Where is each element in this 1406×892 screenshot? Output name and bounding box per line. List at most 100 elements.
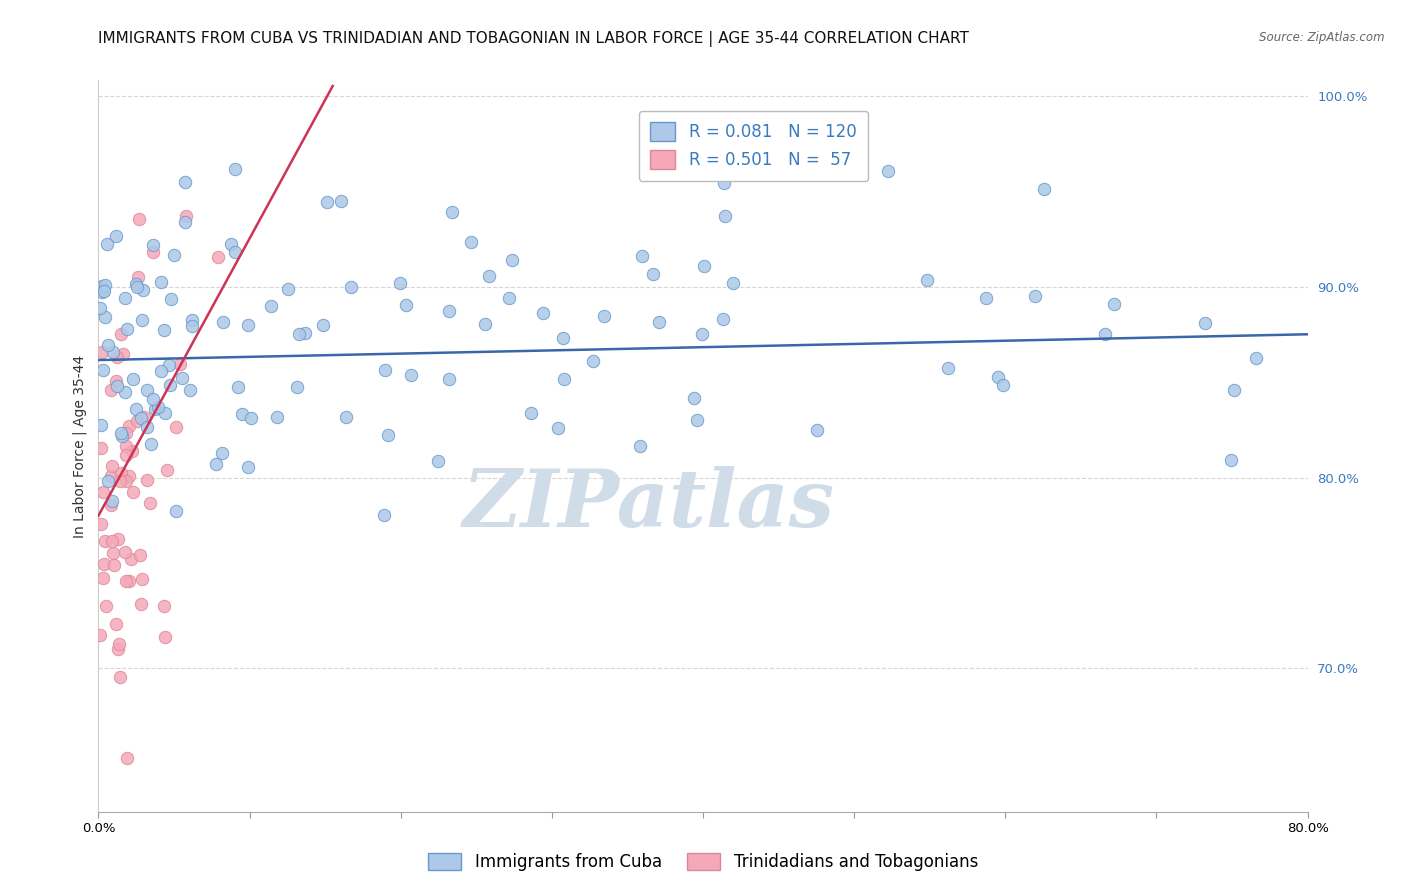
Point [153, 599, 176, 613]
Point [389, 276, 412, 290]
Point [143, 401, 166, 416]
Point [205, 457, 228, 471]
Point [713, 209, 735, 223]
Point [129, 548, 152, 562]
Point [108, 474, 131, 488]
Point [160, 292, 183, 306]
Point [1194, 316, 1216, 330]
Point [110, 425, 132, 440]
Point [520, 406, 543, 420]
Point [315, 195, 337, 210]
Point [395, 298, 418, 312]
Point [131, 312, 153, 326]
Text: Source: ZipAtlas.com: Source: ZipAtlas.com [1260, 31, 1385, 45]
Point [437, 303, 460, 318]
Text: ZIPatlas: ZIPatlas [463, 466, 835, 543]
Point [437, 372, 460, 386]
Point [101, 494, 124, 508]
Point [426, 453, 449, 467]
Point [987, 370, 1010, 384]
Point [97, 338, 120, 352]
Point [179, 383, 201, 397]
Point [118, 418, 141, 433]
Point [121, 444, 143, 458]
Point [115, 474, 138, 488]
Point [153, 323, 176, 337]
Point [103, 558, 125, 573]
Point [460, 235, 482, 250]
Point [139, 437, 162, 451]
Point [231, 407, 253, 421]
Point [501, 252, 523, 267]
Point [91, 484, 114, 499]
Point [149, 364, 172, 378]
Point [131, 597, 153, 611]
Point [91, 279, 114, 293]
Legend: R = 0.081   N = 120, R = 0.501   N =  57: R = 0.081 N = 120, R = 0.501 N = 57 [638, 111, 868, 181]
Point [630, 249, 652, 263]
Legend: Immigrants from Cuba, Trinidadians and Tobagonians: Immigrants from Cuba, Trinidadians and T… [420, 845, 986, 880]
Point [1024, 289, 1046, 303]
Point [96, 599, 118, 613]
Point [287, 380, 309, 394]
Point [104, 229, 127, 244]
Point [236, 460, 259, 475]
Point [877, 164, 900, 178]
Point [103, 546, 125, 560]
Point [93, 558, 115, 572]
Point [806, 423, 828, 437]
Point [312, 318, 335, 333]
Point [936, 360, 959, 375]
Point [1094, 327, 1116, 342]
Point [127, 270, 149, 285]
Point [240, 411, 263, 425]
Point [294, 326, 316, 340]
Point [641, 267, 664, 281]
Point [104, 617, 127, 632]
Point [335, 409, 357, 424]
Point [101, 345, 124, 359]
Point [226, 379, 249, 393]
Point [127, 414, 149, 428]
Point [118, 574, 141, 588]
Point [593, 309, 616, 323]
Point [165, 419, 187, 434]
Point [110, 327, 132, 342]
Point [94, 534, 117, 549]
Point [114, 384, 136, 399]
Point [135, 420, 157, 434]
Point [628, 439, 651, 453]
Point [97, 475, 120, 489]
Point [224, 245, 246, 260]
Point [118, 469, 141, 483]
Point [136, 383, 159, 397]
Point [159, 378, 181, 392]
Point [96, 236, 118, 251]
Point [100, 383, 122, 397]
Point [100, 469, 122, 483]
Point [90, 418, 112, 433]
Point [104, 374, 127, 388]
Point [212, 315, 235, 329]
Point [174, 209, 197, 223]
Point [90, 441, 112, 455]
Point [582, 354, 605, 368]
Point [693, 259, 716, 273]
Point [94, 278, 117, 293]
Point [156, 463, 179, 477]
Point [288, 326, 311, 341]
Point [94, 310, 117, 324]
Point [266, 409, 288, 424]
Point [683, 391, 706, 405]
Point [107, 532, 129, 546]
Point [142, 237, 165, 252]
Point [207, 250, 229, 264]
Point [131, 410, 153, 425]
Point [114, 291, 136, 305]
Point [441, 205, 464, 219]
Point [991, 378, 1014, 392]
Point [142, 392, 165, 406]
Point [174, 175, 197, 189]
Point [100, 534, 122, 549]
Point [711, 312, 734, 326]
